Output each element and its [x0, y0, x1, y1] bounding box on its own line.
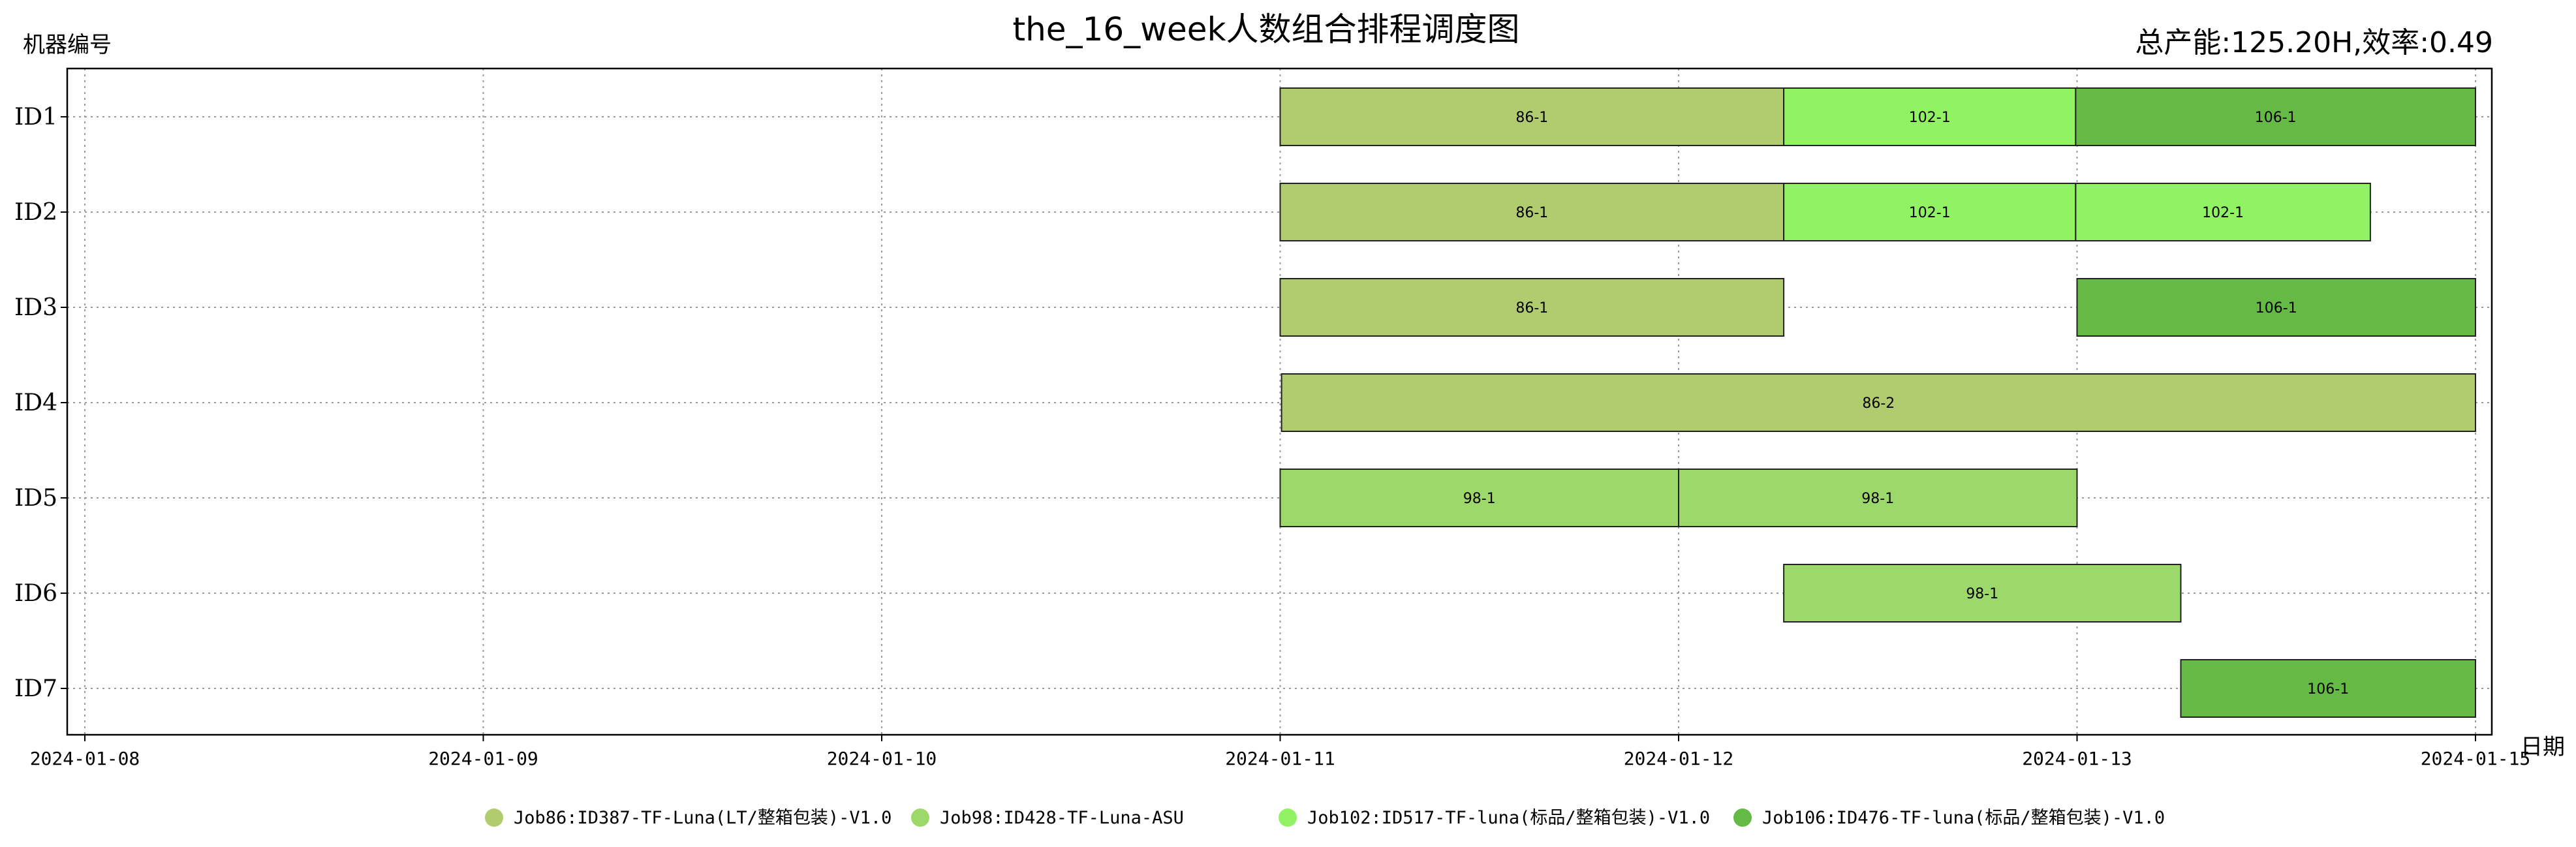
- legend-marker: [485, 808, 503, 827]
- y-tick-label: ID3: [14, 294, 57, 321]
- x-tick-label: 2024-01-10: [827, 748, 937, 769]
- task-bar: [1279, 469, 1679, 527]
- legend-marker: [1733, 808, 1752, 827]
- task-bar: [1678, 469, 2078, 527]
- x-tick-label: 2024-01-13: [2022, 748, 2132, 769]
- task-label: 106-1: [2256, 300, 2297, 316]
- task-label: 106-1: [2255, 110, 2297, 126]
- y-tick-label: ID1: [14, 104, 57, 131]
- task-bar: [1279, 87, 1785, 146]
- task-bar: [2180, 659, 2476, 718]
- task-bar: [2075, 87, 2476, 146]
- task-bar: [1279, 278, 1785, 337]
- x-axis-label: 日期: [2521, 734, 2565, 760]
- task-label: 102-1: [2202, 205, 2244, 221]
- x-tick-label: 2024-01-08: [30, 748, 140, 769]
- task-label: 98-1: [1463, 491, 1496, 507]
- legend: Job86:ID387-TF-Luna(LT/整箱包装)-V1.0 Job98:I…: [485, 808, 2165, 828]
- legend-label: Job106:ID476-TF-luna(标品/整箱包装)-V1.0: [1762, 808, 2165, 828]
- legend-label: Job98:ID428-TF-Luna-ASU: [940, 808, 1184, 828]
- task-bar: [2075, 183, 2371, 241]
- y-tick-label: ID2: [14, 199, 57, 226]
- legend-marker: [1279, 808, 1297, 827]
- task-bars: 86-1 102-1 106-1 86-1 102-1 102-1 86-1 106-1 86-…: [1279, 87, 2476, 718]
- x-tick-label: 2024-01-09: [428, 748, 538, 769]
- y-tick-label: ID6: [14, 580, 57, 607]
- y-tick-label: ID7: [14, 675, 57, 702]
- task-bar: [1783, 87, 2077, 146]
- legend-label: Job86:ID387-TF-Luna(LT/整箱包装)-V1.0: [514, 808, 892, 828]
- task-label: 86-1: [1515, 110, 1548, 126]
- task-label: 86-1: [1515, 205, 1548, 221]
- axis-ticks: 2024-01-08 2024-01-09 2024-01-10 2024-01-11…: [14, 104, 2530, 769]
- x-tick-label: 2024-01-11: [1225, 748, 1335, 769]
- x-tick-label: 2024-01-12: [1624, 748, 1734, 769]
- task-bar: [1280, 373, 2476, 432]
- y-axis-label: 机器编号: [23, 32, 112, 58]
- task-label: 86-1: [1515, 300, 1548, 316]
- task-label: 102-1: [1909, 110, 1951, 126]
- chart-subtitle: 总产能:125.20H,效率:0.49: [2135, 26, 2493, 59]
- chart-title: the_16_week人数组合排程调度图: [1012, 10, 1519, 48]
- task-bar: [1783, 183, 2077, 241]
- task-label: 98-1: [1966, 586, 1998, 602]
- task-bar: [2076, 278, 2476, 337]
- task-label: 86-2: [1862, 395, 1895, 412]
- legend-marker: [911, 808, 929, 827]
- task-label: 98-1: [1861, 491, 1894, 507]
- task-bar: [1279, 183, 1785, 241]
- y-tick-label: ID4: [14, 390, 57, 416]
- y-tick-label: ID5: [14, 485, 57, 512]
- task-bar: [1783, 564, 2182, 623]
- legend-label: Job102:ID517-TF-luna(标品/整箱包装)-V1.0: [1307, 808, 1710, 828]
- task-label: 102-1: [1909, 205, 1951, 221]
- x-tick-label: 2024-01-15: [2421, 748, 2531, 769]
- task-label: 106-1: [2307, 681, 2349, 698]
